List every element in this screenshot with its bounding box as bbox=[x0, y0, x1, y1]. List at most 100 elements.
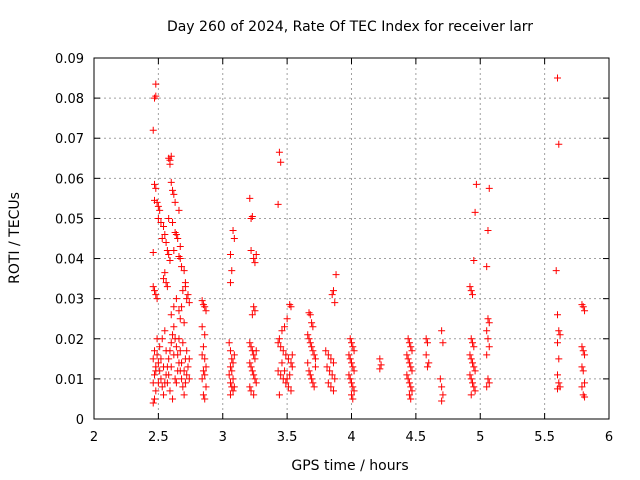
data-point bbox=[153, 198, 161, 206]
data-point bbox=[484, 226, 492, 234]
data-point bbox=[151, 180, 159, 188]
plot-frame bbox=[93, 57, 610, 420]
data-point bbox=[199, 391, 207, 399]
data-point bbox=[282, 379, 290, 387]
data-point bbox=[198, 323, 206, 331]
data-point bbox=[283, 375, 291, 383]
data-point bbox=[250, 255, 258, 263]
data-point bbox=[277, 343, 285, 351]
data-point bbox=[304, 331, 312, 339]
data-point bbox=[181, 379, 189, 387]
data-point bbox=[251, 307, 259, 315]
data-point bbox=[286, 371, 294, 379]
data-point bbox=[466, 283, 474, 291]
data-point bbox=[288, 363, 296, 371]
data-point bbox=[180, 267, 188, 275]
data-point bbox=[467, 287, 475, 295]
data-point bbox=[484, 335, 492, 343]
data-point bbox=[552, 267, 560, 275]
data-point bbox=[176, 347, 184, 355]
data-point bbox=[162, 347, 170, 355]
data-point bbox=[158, 235, 166, 242]
data-point bbox=[483, 327, 491, 335]
data-point bbox=[152, 184, 160, 192]
data-point bbox=[180, 367, 188, 375]
data-point bbox=[274, 367, 282, 375]
y-tick-label: 0.05 bbox=[55, 212, 84, 227]
data-point bbox=[407, 363, 415, 371]
data-point bbox=[154, 359, 162, 367]
data-point bbox=[438, 327, 446, 335]
data-point bbox=[348, 391, 355, 399]
data-point bbox=[165, 371, 173, 379]
data-point bbox=[163, 247, 171, 255]
data-point bbox=[247, 247, 255, 255]
chart-title: Day 260 of 2024, Rate Of TEC Index for r… bbox=[167, 19, 533, 35]
data-point bbox=[328, 371, 336, 379]
data-point bbox=[469, 379, 477, 387]
data-point bbox=[308, 343, 316, 351]
data-point bbox=[423, 363, 431, 371]
data-point bbox=[171, 375, 179, 383]
x-tick-label: 6 bbox=[605, 430, 613, 445]
data-point bbox=[226, 391, 234, 399]
y-tick-label: 0.02 bbox=[55, 333, 84, 348]
data-point bbox=[581, 379, 589, 387]
data-point bbox=[436, 375, 444, 383]
data-point bbox=[311, 355, 319, 363]
data-point bbox=[252, 251, 260, 259]
data-point bbox=[349, 395, 357, 403]
data-point bbox=[157, 355, 165, 363]
x-tick-label: 4 bbox=[347, 430, 355, 445]
data-point bbox=[184, 363, 192, 371]
data-point bbox=[278, 327, 286, 335]
data-point bbox=[407, 395, 415, 403]
data-point bbox=[350, 387, 358, 395]
data-point bbox=[161, 269, 169, 277]
data-point bbox=[467, 375, 475, 383]
data-point bbox=[167, 363, 175, 371]
y-tick-label: 0.04 bbox=[55, 253, 84, 268]
data-point bbox=[408, 367, 416, 375]
data-point bbox=[180, 319, 188, 327]
data-point bbox=[376, 355, 384, 363]
data-point bbox=[229, 375, 237, 383]
data-point bbox=[151, 395, 159, 403]
data-point bbox=[250, 303, 258, 311]
data-point bbox=[407, 343, 415, 351]
data-point bbox=[246, 359, 254, 367]
x-tick-label: 2 bbox=[90, 430, 98, 445]
data-point bbox=[579, 367, 587, 375]
data-point bbox=[485, 184, 493, 192]
data-point bbox=[555, 355, 563, 363]
data-point bbox=[230, 235, 238, 242]
data-point bbox=[277, 158, 285, 166]
data-point bbox=[284, 355, 292, 363]
data-point bbox=[201, 355, 209, 363]
data-point bbox=[305, 335, 313, 343]
data-point bbox=[405, 359, 413, 367]
data-point bbox=[323, 363, 331, 371]
data-point bbox=[229, 387, 237, 395]
data-point bbox=[160, 391, 168, 399]
data-point bbox=[183, 295, 191, 303]
y-tick-label: 0 bbox=[76, 413, 84, 428]
data-point bbox=[149, 399, 157, 407]
data-point bbox=[156, 206, 164, 214]
data-point bbox=[311, 363, 319, 371]
data-point bbox=[251, 259, 259, 267]
data-point bbox=[152, 387, 160, 395]
data-point bbox=[306, 311, 314, 319]
data-point bbox=[439, 339, 447, 347]
data-points bbox=[149, 74, 589, 407]
data-point bbox=[471, 208, 479, 216]
data-point bbox=[181, 283, 189, 291]
data-point bbox=[407, 383, 415, 391]
data-point bbox=[178, 375, 186, 383]
data-point bbox=[275, 391, 283, 399]
data-point bbox=[251, 375, 259, 383]
data-point bbox=[157, 218, 165, 226]
data-point bbox=[201, 331, 209, 339]
data-point bbox=[556, 331, 564, 339]
data-point bbox=[247, 387, 255, 395]
